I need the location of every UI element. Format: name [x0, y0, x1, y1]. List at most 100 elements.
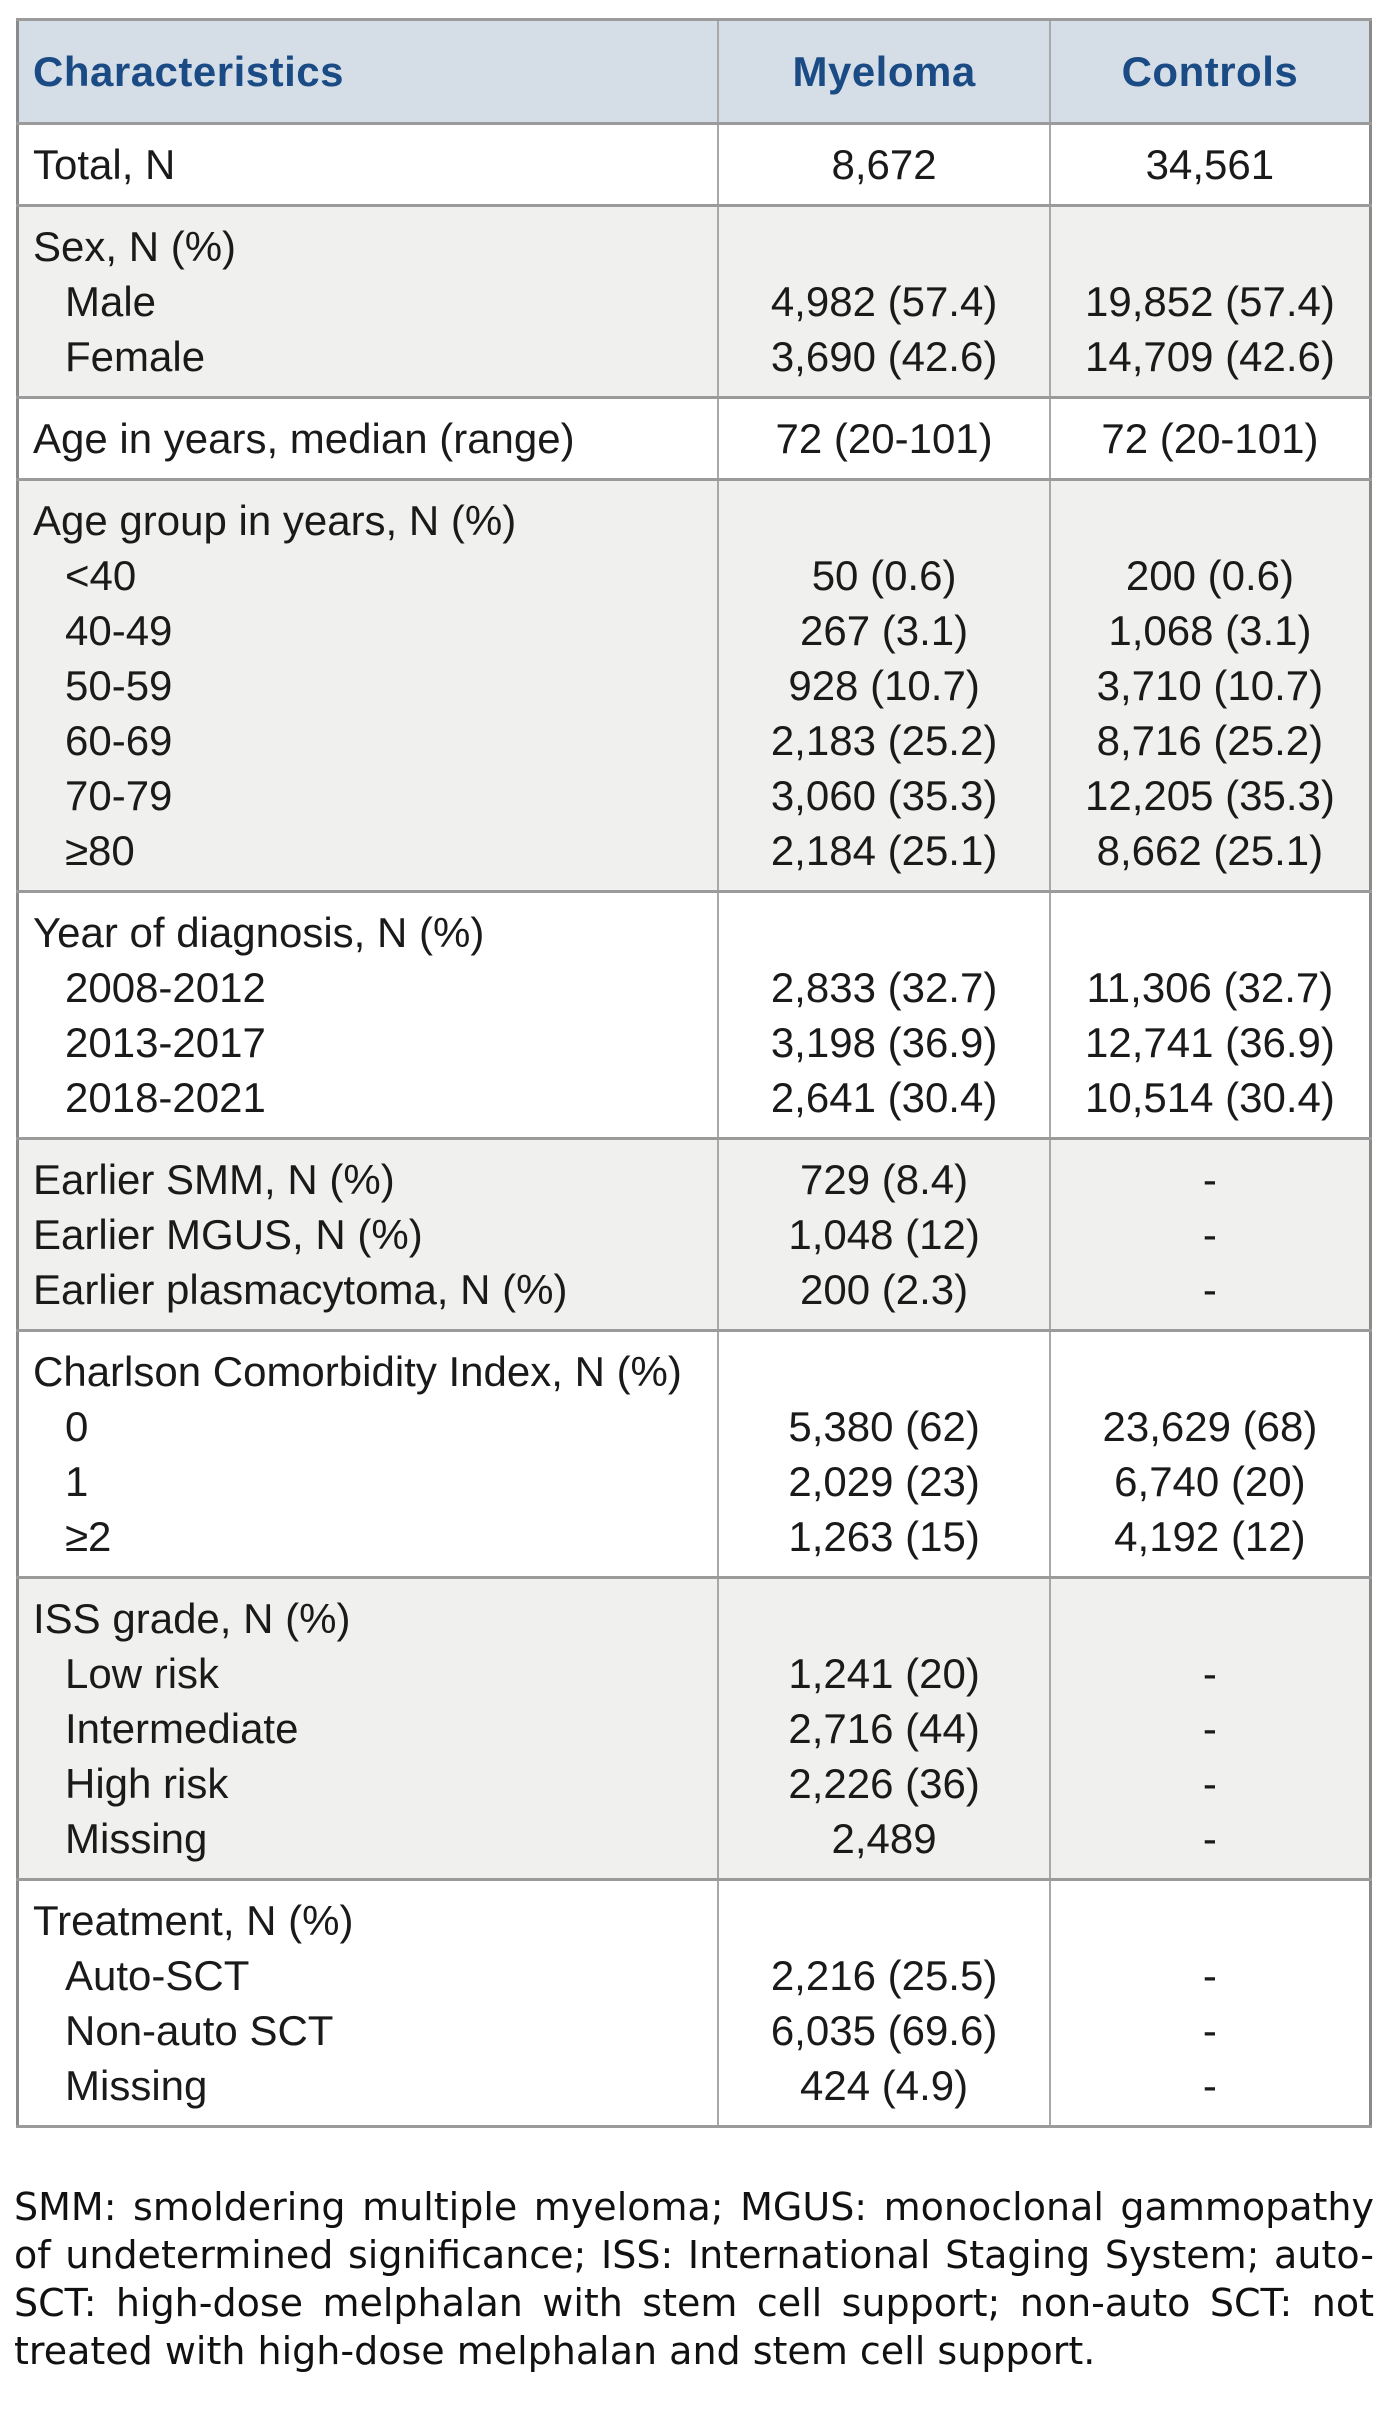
row-label: ≥2	[65, 1513, 112, 1560]
characteristics-table: Characteristics Myeloma Controls Total, …	[16, 18, 1372, 2128]
row-value: 2,183 (25.2)	[770, 717, 998, 764]
row-value	[719, 905, 1048, 960]
row-value: 4,982 (57.4)	[770, 278, 998, 325]
row-value	[1051, 219, 1369, 274]
row-label: Female	[65, 333, 206, 380]
row-value	[719, 493, 1048, 548]
row-value: 8,672	[831, 141, 937, 188]
controls-cell: 23,629 (68) 6,740 (20) 4,192 (12)	[1048, 1329, 1372, 1579]
row-label: 2008-2012	[65, 964, 266, 1011]
row-label: ISS grade, N (%)	[33, 1595, 351, 1642]
row-label: 70-79	[65, 772, 173, 819]
row-value	[1051, 493, 1369, 548]
row-label: Earlier plasmacytoma, N (%)	[33, 1266, 568, 1313]
row-label: High risk	[65, 1760, 229, 1807]
myeloma-cell: 2,833 (32.7) 3,198 (36.9) 2,641 (30.4)	[717, 890, 1051, 1140]
table-section-row: Total, N 8,672 34,561	[16, 122, 1372, 207]
row-label: 1	[65, 1458, 89, 1505]
row-value: 3,060 (35.3)	[770, 772, 998, 819]
row-value: 3,198 (36.9)	[770, 1019, 998, 1066]
controls-cell: 11,306 (32.7) 12,741 (36.9) 10,514 (30.4)	[1048, 890, 1372, 1140]
characteristic-cell: Age group in years, N (%) <40 40-49 50-59 60…	[16, 478, 720, 893]
row-label: Male	[65, 278, 157, 325]
row-label: Charlson Comorbidity Index, N (%)	[33, 1348, 682, 1395]
table-header-row: Characteristics Myeloma Controls	[16, 18, 1372, 125]
row-label: Treatment, N (%)	[33, 1897, 354, 1944]
row-value: 1,068 (3.1)	[1108, 607, 1312, 654]
row-value: 10,514 (30.4)	[1084, 1074, 1335, 1121]
controls-cell: - - -	[1048, 1878, 1372, 2128]
row-label: Missing	[65, 2062, 208, 2109]
table-section-row: Sex, N (%) Male Female 4,982 (57.4) 3,690 (4…	[16, 204, 1372, 399]
row-value: 2,833 (32.7)	[770, 964, 998, 1011]
row-value: 6,035 (69.6)	[770, 2007, 998, 2054]
row-label: 2018-2021	[65, 1074, 266, 1121]
row-label: Age group in years, N (%)	[33, 497, 517, 544]
row-label: <40	[65, 552, 137, 599]
myeloma-cell: 5,380 (62) 2,029 (23) 1,263 (15)	[717, 1329, 1051, 1579]
row-value: -	[1202, 1211, 1217, 1258]
row-value	[719, 1591, 1048, 1646]
characteristic-cell: ISS grade, N (%) Low risk Intermediate High…	[16, 1576, 720, 1881]
characteristic-cell: Treatment, N (%) Auto-SCT Non-auto SCT Miss…	[16, 1878, 720, 2128]
column-header-characteristics: Characteristics	[16, 18, 720, 125]
table-section-row: ISS grade, N (%) Low risk Intermediate High…	[16, 1576, 1372, 1881]
table-section-row: Age group in years, N (%) <40 40-49 50-59 60…	[16, 478, 1372, 893]
row-value: 3,690 (42.6)	[770, 333, 998, 380]
row-value: 424 (4.9)	[800, 2062, 969, 2109]
column-header-myeloma: Myeloma	[717, 18, 1051, 125]
characteristics-table-container: Characteristics Myeloma Controls Total, …	[16, 18, 1372, 2128]
table-section-row: Year of diagnosis, N (%) 2008-2012 2013-20…	[16, 890, 1372, 1140]
row-value: 1,241 (20)	[788, 1650, 980, 1697]
row-label: Earlier MGUS, N (%)	[33, 1211, 423, 1258]
characteristic-cell: Age in years, median (range)	[16, 396, 720, 481]
table-section-row: Charlson Comorbidity Index, N (%) 0 1 ≥2 5,3…	[16, 1329, 1372, 1579]
table-section-row: Earlier SMM, N (%) Earlier MGUS, N (%) Ear…	[16, 1137, 1372, 1332]
row-value: 2,216 (25.5)	[770, 1952, 998, 1999]
row-label: 60-69	[65, 717, 173, 764]
row-value: 1,263 (15)	[788, 1513, 980, 1560]
row-value: 34,561	[1145, 141, 1275, 188]
myeloma-cell: 4,982 (57.4) 3,690 (42.6)	[717, 204, 1051, 399]
myeloma-cell: 2,216 (25.5) 6,035 (69.6) 424 (4.9)	[717, 1878, 1051, 2128]
row-value: 2,029 (23)	[788, 1458, 980, 1505]
row-value: 8,662 (25.1)	[1096, 827, 1324, 874]
controls-cell: 19,852 (57.4) 14,709 (42.6)	[1048, 204, 1372, 399]
row-value	[1051, 905, 1369, 960]
controls-cell: 200 (0.6) 1,068 (3.1) 3,710 (10.7) 8,716 (2…	[1048, 478, 1372, 893]
row-value: 8,716 (25.2)	[1096, 717, 1324, 764]
row-label: Earlier SMM, N (%)	[33, 1156, 395, 1203]
row-value: 12,741 (36.9)	[1084, 1019, 1335, 1066]
row-value	[1051, 1344, 1369, 1399]
myeloma-cell: 729 (8.4) 1,048 (12) 200 (2.3)	[717, 1137, 1051, 1332]
row-value: 23,629 (68)	[1102, 1403, 1318, 1450]
row-value	[719, 1344, 1048, 1399]
row-value: 200 (0.6)	[1125, 552, 1294, 599]
row-value: 928 (10.7)	[788, 662, 980, 709]
characteristic-cell: Earlier SMM, N (%) Earlier MGUS, N (%) Ear…	[16, 1137, 720, 1332]
characteristic-cell: Charlson Comorbidity Index, N (%) 0 1 ≥2	[16, 1329, 720, 1579]
row-value: 5,380 (62)	[788, 1403, 980, 1450]
row-value: 2,226 (36)	[788, 1760, 980, 1807]
row-value: 2,716 (44)	[788, 1705, 980, 1752]
row-value: 14,709 (42.6)	[1084, 333, 1335, 380]
row-label: Missing	[65, 1815, 208, 1862]
row-value: 6,740 (20)	[1114, 1458, 1306, 1505]
row-value: 3,710 (10.7)	[1096, 662, 1324, 709]
row-label: Sex, N (%)	[33, 223, 237, 270]
myeloma-cell: 1,241 (20) 2,716 (44) 2,226 (36) 2,489	[717, 1576, 1051, 1881]
row-value: 2,641 (30.4)	[770, 1074, 998, 1121]
table-section-row: Treatment, N (%) Auto-SCT Non-auto SCT Miss…	[16, 1878, 1372, 2128]
row-label: 40-49	[65, 607, 173, 654]
characteristic-cell: Year of diagnosis, N (%) 2008-2012 2013-20…	[16, 890, 720, 1140]
row-label: ≥80	[65, 827, 135, 874]
row-value: 267 (3.1)	[800, 607, 969, 654]
row-value: 2,184 (25.1)	[770, 827, 998, 874]
row-value: -	[1202, 1760, 1217, 1807]
row-value: 2,489	[831, 1815, 937, 1862]
footnote-text: SMM: smoldering multiple myeloma; MGUS: …	[14, 2185, 1374, 2373]
row-label: Total, N	[33, 141, 176, 188]
row-label: Non-auto SCT	[65, 2007, 334, 2054]
row-value: -	[1202, 1952, 1217, 1999]
table-header: Characteristics Myeloma Controls	[16, 18, 1372, 125]
